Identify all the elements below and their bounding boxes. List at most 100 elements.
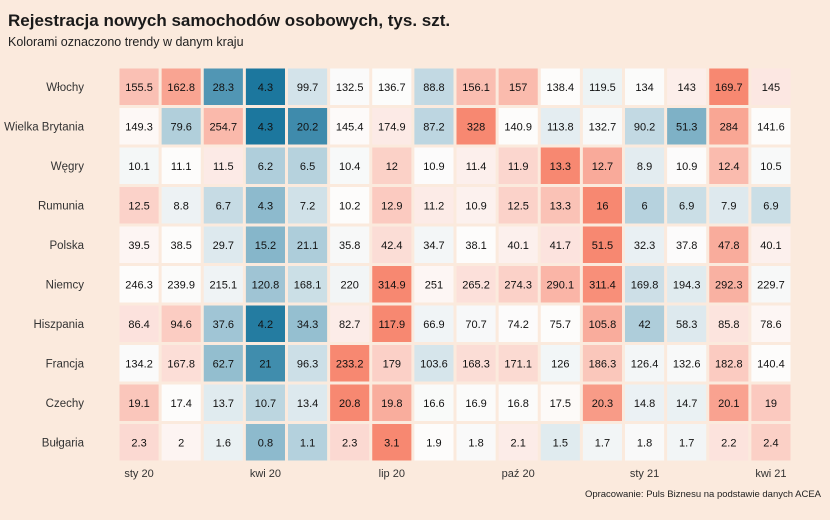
cell-value-label: 16.9 <box>465 398 486 410</box>
heatmap-cell <box>372 384 412 421</box>
heatmap-cell <box>330 266 370 303</box>
chart-subtitle: Kolorami oznaczono trendy w danym kraju <box>8 35 244 49</box>
cell-value-label: 20.3 <box>592 398 613 410</box>
cell-value-label: 117.9 <box>378 319 405 331</box>
heatmap-cell <box>119 147 159 184</box>
heatmap-cell <box>751 345 791 382</box>
cell-value-label: 11.4 <box>466 161 487 173</box>
cell-value-label: 136.7 <box>378 82 406 94</box>
cell-value-label: 70.7 <box>465 319 486 331</box>
heatmap-cell <box>498 384 538 421</box>
cell-value-label: 2.3 <box>131 437 146 449</box>
row-labels: Włochy Wielka Brytania Węgry Rumunia Polska N… <box>4 82 84 450</box>
heatmap-cell <box>119 68 159 105</box>
heatmap-cell <box>751 187 791 224</box>
cell-value-label: 99.7 <box>297 82 318 94</box>
cell-value-label: 1.6 <box>216 437 231 449</box>
heatmap-cell <box>288 384 328 421</box>
cell-value-label: 157 <box>509 82 527 94</box>
cell-value-label: 155.5 <box>125 82 153 94</box>
heatmap-cell <box>119 384 159 421</box>
cell-value-label: 2.3 <box>342 437 357 449</box>
heatmap-cell <box>625 226 665 263</box>
heatmap-cell <box>245 424 285 461</box>
heatmap-cell <box>667 187 707 224</box>
heatmap-cell <box>709 108 749 145</box>
cell-value-label: 140.4 <box>757 358 785 370</box>
cell-value-label: 14.7 <box>676 398 697 410</box>
heatmap-cell <box>372 108 412 145</box>
row-label: Polska <box>49 240 84 252</box>
heatmap-cell <box>372 68 412 105</box>
cell-value-label: 21.1 <box>297 240 318 252</box>
x-tick-label: kwi 20 <box>250 468 281 480</box>
cell-value-label: 8.8 <box>174 200 189 212</box>
cell-value-label: 215.1 <box>210 279 238 291</box>
heatmap-cell <box>667 108 707 145</box>
heatmap-cell <box>288 68 328 105</box>
heatmap-cell <box>751 147 791 184</box>
cell-value-label: 20.1 <box>718 398 739 410</box>
row-label: Wielka Brytania <box>4 121 84 133</box>
cell-value-label: 47.8 <box>718 240 739 252</box>
heatmap-cell <box>667 424 707 461</box>
heatmap-cell <box>540 384 580 421</box>
heatmap-cell <box>751 226 791 263</box>
heatmap-cell <box>414 305 454 342</box>
heatmap-cell <box>203 147 243 184</box>
cell-value-label: 132.5 <box>336 82 364 94</box>
cell-value-label: 10.1 <box>128 161 149 173</box>
heatmap-cell <box>161 345 201 382</box>
heatmap-cell <box>414 147 454 184</box>
heatmap-cell <box>540 266 580 303</box>
cell-value-label: 12.9 <box>381 200 402 212</box>
cell-value-label: 168.3 <box>462 358 490 370</box>
cell-value-label: 21 <box>259 358 271 370</box>
cell-value-label: 10.4 <box>339 161 360 173</box>
cell-value-label: 179 <box>383 358 401 370</box>
cell-value-label: 75.7 <box>550 319 571 331</box>
heatmap-cell <box>288 147 328 184</box>
cell-value-label: 14.8 <box>634 398 655 410</box>
heatmap-cell <box>709 187 749 224</box>
heatmap-cell <box>245 108 285 145</box>
cell-value-label: 17.4 <box>170 398 191 410</box>
cell-value-label: 6.2 <box>258 161 273 173</box>
cell-value-label: 11.1 <box>171 161 192 173</box>
heatmap-cell <box>540 108 580 145</box>
cell-value-label: 10.9 <box>676 161 697 173</box>
cell-value-label: 126.4 <box>631 358 659 370</box>
cell-value-label: 182.8 <box>715 358 743 370</box>
heatmap-cell <box>456 226 496 263</box>
cell-value-label: 74.2 <box>507 319 528 331</box>
heatmap-cell <box>245 226 285 263</box>
cell-value-label: 16 <box>596 200 608 212</box>
cell-value-label: 1.7 <box>679 437 694 449</box>
heatmap-cell <box>119 266 159 303</box>
heatmap-cell <box>414 345 454 382</box>
heatmap-cell <box>119 424 159 461</box>
cell-value-label: 10.7 <box>255 398 276 410</box>
heatmap-cell <box>245 68 285 105</box>
heatmap-cell <box>667 305 707 342</box>
cell-value-label: 2.2 <box>721 437 736 449</box>
cell-value-label: 220 <box>341 279 359 291</box>
cell-value-label: 42 <box>638 319 650 331</box>
heatmap-cell <box>245 187 285 224</box>
heatmap-cell <box>709 424 749 461</box>
cell-value-label: 58.3 <box>676 319 697 331</box>
cell-value-label: 138.4 <box>547 82 575 94</box>
cell-value-label: 51.3 <box>676 121 697 133</box>
heatmap-cell <box>288 305 328 342</box>
cell-value-label: 169.7 <box>715 82 743 94</box>
heatmap-cell <box>751 384 791 421</box>
heatmap-cell <box>330 305 370 342</box>
heatmap-cell <box>288 424 328 461</box>
heatmap-cell <box>582 345 622 382</box>
cell-value-label: 10.2 <box>339 200 360 212</box>
cell-value-label: 79.6 <box>170 121 191 133</box>
cell-value-label: 11.2 <box>424 200 445 212</box>
x-tick-label: kwi 21 <box>755 468 786 480</box>
heatmap-cell <box>203 266 243 303</box>
heatmap-cell <box>414 424 454 461</box>
